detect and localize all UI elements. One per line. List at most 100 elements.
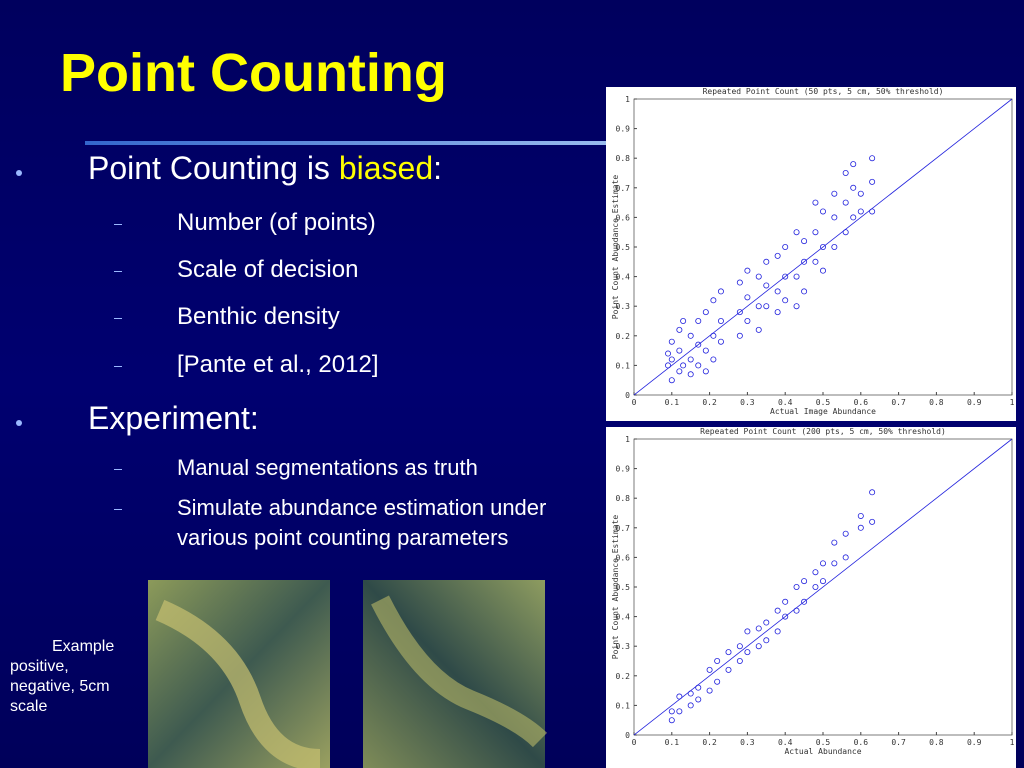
y-tick-label: 1 [625,435,630,444]
scatter-point [801,238,808,245]
x-tick-label: 1 [1010,738,1015,747]
text-run: Scale of decision [177,256,359,283]
scatter-point [736,658,743,665]
caption: Example positive, negative, 5cm scale [10,638,115,715]
scatter-point [668,708,675,715]
sub-bullet-text: [Pante et al., 2012] [177,350,547,380]
x-tick-label: 0.5 [816,398,831,407]
scatter-point [744,317,751,324]
scatter-point [717,288,724,295]
scatter-point [717,338,724,345]
sub-bullet-marker [114,318,122,319]
scatter-point [702,347,709,354]
scatter-point [774,309,781,316]
text-run: [Pante et al., 2012] [177,351,379,378]
scatter-point [763,303,770,310]
scatter-point [793,303,800,310]
scatter-point [687,690,694,697]
scatter-point [801,578,808,585]
sub-bullet-text: Simulate abundance estimation under vari… [177,493,547,553]
scatter-point [687,371,694,378]
scatter-point [710,332,717,339]
scatter-point [665,350,672,357]
scatter-point [782,243,789,250]
scatter-point [755,643,762,650]
scatter-point [763,619,770,626]
x-tick-label: 0.6 [854,738,869,747]
x-tick-label: 0.7 [891,398,906,407]
y-tick-label: 0.4 [616,273,631,282]
scatter-point [820,578,827,585]
chart-title: Repeated Point Count (50 pts, 5 cm, 50% … [703,87,944,96]
scatter-point [668,717,675,724]
scatter-point [857,524,864,531]
chart-title: Repeated Point Count (200 pts, 5 cm, 50%… [700,427,946,436]
scatter-point [782,598,789,605]
scatter-point [706,687,713,694]
y-tick-label: 0.9 [616,465,631,474]
scatter-point [725,649,732,656]
x-tick-label: 0.8 [929,738,944,747]
scatter-point [774,607,781,614]
text-run: Simulate abundance estimation under vari… [177,495,547,550]
x-tick-label: 0.1 [665,398,680,407]
x-tick-label: 0.1 [665,738,680,747]
scatter-point [831,560,838,567]
y-tick-label: 0.2 [616,332,631,341]
text-run: biased [338,150,434,186]
sub-bullet-marker [114,271,122,272]
bullet-text: Experiment: [88,400,259,437]
x-axis-label: Actual Abundance [784,747,861,756]
scatter-point [702,368,709,375]
scatter-point [676,693,683,700]
x-tick-label: 0.4 [778,738,793,747]
scatter-point [676,368,683,375]
scatter-point [744,649,751,656]
sub-bullet-marker [114,224,122,225]
scatter-point [717,317,724,324]
y-axis-label: Point Count Abundance Estimate [611,515,620,660]
scatter-point [687,356,694,363]
scatter-point [831,243,838,250]
bullet-marker [16,420,22,426]
scatter-point [857,208,864,215]
scatter-point [820,208,827,215]
title-rule [85,141,610,145]
text-run: Point Counting is [88,150,339,186]
scatter-point [850,184,857,191]
x-tick-label: 0.4 [778,398,793,407]
x-tick-label: 0.9 [967,738,982,747]
scatter-point [763,258,770,265]
scatter-point [668,338,675,345]
scatter-point [763,637,770,644]
y-tick-label: 0.1 [616,701,631,710]
scatter-point [774,288,781,295]
x-tick-label: 0.7 [891,738,906,747]
scatter-point [676,347,683,354]
y-tick-label: 0.2 [616,672,631,681]
scatter-point [755,273,762,280]
scatter-point [736,309,743,316]
text-run: Number (of points) [177,209,376,236]
scatter-point [782,613,789,620]
y-tick-label: 0.5 [616,243,631,252]
scatter-point [695,684,702,691]
scatter-point [687,332,694,339]
coral-branch [371,595,548,748]
y-tick-label: 0.6 [616,213,631,222]
scatter-point [736,279,743,286]
x-tick-label: 0.3 [740,738,755,747]
scatter-point [782,273,789,280]
sub-bullet-text: Benthic density [177,302,547,332]
text-run: : [433,150,442,186]
bullet-text: Point Counting is biased: [88,150,442,187]
slide-title: Point Counting [60,43,447,103]
scatter-point [850,214,857,221]
scatter-point [695,362,702,369]
scatter-point [812,584,819,591]
scatter-point [744,628,751,635]
scatter-point [812,258,819,265]
scatter-point [725,666,732,673]
x-tick-label: 0.3 [740,398,755,407]
scatter-point [869,489,876,496]
